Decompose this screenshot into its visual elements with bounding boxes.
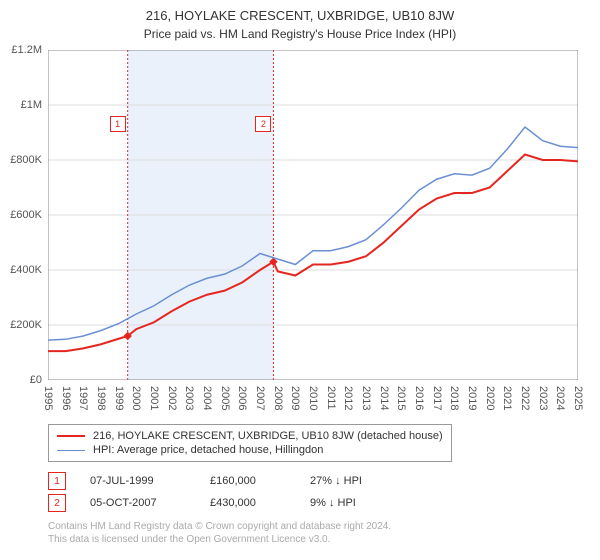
sale-date: 07-JUL-1999 — [90, 475, 210, 487]
legend-swatch — [57, 435, 85, 437]
x-tick-label: 2000 — [130, 386, 142, 410]
sale-marker-box: 1 — [110, 116, 126, 132]
y-tick-label: £1M — [0, 99, 42, 111]
chart-area: £0£200K£400K£600K£800K£1M£1.2M 199519961… — [48, 50, 578, 380]
sale-hpi-delta: 27% ↓ HPI — [310, 475, 410, 487]
x-tick-label: 2002 — [166, 386, 178, 410]
sale-row: 1 07-JUL-1999£160,00027% ↓ HPI — [48, 470, 410, 492]
y-tick-label: £800K — [0, 154, 42, 166]
footer-attribution: Contains HM Land Registry data © Crown c… — [48, 520, 391, 546]
x-tick-label: 2016 — [413, 386, 425, 410]
x-tick-label: 2011 — [325, 386, 337, 410]
y-tick-label: £200K — [0, 319, 42, 331]
x-tick-label: 1997 — [77, 386, 89, 410]
x-tick-label: 2015 — [395, 386, 407, 410]
x-tick-label: 2025 — [572, 386, 584, 410]
x-tick-label: 2014 — [378, 386, 390, 410]
x-tick-label: 2009 — [289, 386, 301, 410]
sale-row: 2 05-OCT-2007£430,0009% ↓ HPI — [48, 492, 410, 514]
y-tick-label: £600K — [0, 209, 42, 221]
x-tick-label: 2021 — [501, 386, 513, 410]
x-tick-label: 2012 — [342, 386, 354, 410]
x-tick-label: 2022 — [519, 386, 531, 410]
x-tick-label: 2020 — [484, 386, 496, 410]
sale-price: £430,000 — [210, 497, 310, 509]
y-tick-label: £400K — [0, 264, 42, 276]
x-tick-label: 2018 — [448, 386, 460, 410]
x-tick-label: 2013 — [360, 386, 372, 410]
x-tick-label: 2023 — [537, 386, 549, 410]
x-tick-label: 1995 — [42, 386, 54, 410]
legend-label: HPI: Average price, detached house, Hill… — [93, 444, 323, 456]
x-tick-label: 1998 — [95, 386, 107, 410]
x-tick-label: 2003 — [183, 386, 195, 410]
sale-price: £160,000 — [210, 475, 310, 487]
chart-svg — [48, 50, 578, 380]
x-tick-label: 2010 — [307, 386, 319, 410]
x-tick-label: 1996 — [60, 386, 72, 410]
legend-label: 216, HOYLAKE CRESCENT, UXBRIDGE, UB10 8J… — [93, 430, 443, 442]
sales-table: 1 07-JUL-1999£160,00027% ↓ HPI 2 05-OCT-200… — [48, 470, 410, 514]
x-tick-label: 2001 — [148, 386, 160, 410]
sale-number: 2 — [48, 494, 66, 512]
legend-item: 216, HOYLAKE CRESCENT, UXBRIDGE, UB10 8J… — [57, 429, 443, 443]
x-tick-label: 2005 — [219, 386, 231, 410]
sale-date: 05-OCT-2007 — [90, 497, 210, 509]
legend-item: HPI: Average price, detached house, Hill… — [57, 443, 443, 457]
x-tick-label: 2008 — [272, 386, 284, 410]
sale-marker-box: 2 — [255, 116, 271, 132]
chart-subtitle: Price paid vs. HM Land Registry's House … — [0, 23, 600, 47]
chart-title: 216, HOYLAKE CRESCENT, UXBRIDGE, UB10 8J… — [0, 0, 600, 23]
y-tick-label: £1.2M — [0, 44, 42, 56]
legend: 216, HOYLAKE CRESCENT, UXBRIDGE, UB10 8J… — [48, 424, 452, 462]
legend-swatch — [57, 450, 85, 451]
x-tick-label: 2004 — [201, 386, 213, 410]
sale-hpi-delta: 9% ↓ HPI — [310, 497, 410, 509]
x-tick-label: 2006 — [236, 386, 248, 410]
footer-line1: Contains HM Land Registry data © Crown c… — [48, 520, 391, 533]
sale-number: 1 — [48, 472, 66, 490]
x-tick-label: 2017 — [431, 386, 443, 410]
x-tick-label: 2024 — [554, 386, 566, 410]
x-tick-label: 1999 — [113, 386, 125, 410]
footer-line2: This data is licensed under the Open Gov… — [48, 533, 391, 546]
chart-container: 216, HOYLAKE CRESCENT, UXBRIDGE, UB10 8J… — [0, 0, 600, 560]
y-tick-label: £0 — [0, 374, 42, 386]
x-tick-label: 2007 — [254, 386, 266, 410]
x-tick-label: 2019 — [466, 386, 478, 410]
